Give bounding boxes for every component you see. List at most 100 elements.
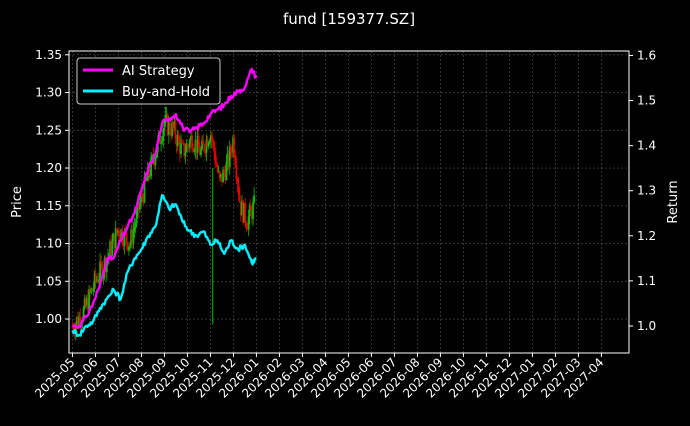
candle-body <box>202 140 205 145</box>
candle-body <box>248 205 251 217</box>
candle-body <box>88 289 90 311</box>
candle-body <box>112 234 115 241</box>
candle-body <box>135 210 138 224</box>
candle-body <box>105 260 108 273</box>
candle-body <box>74 324 77 334</box>
candle-body <box>116 230 119 233</box>
candle-body <box>198 147 201 155</box>
candle-body <box>97 279 99 283</box>
y-right-tick-label: 1.2 <box>637 229 656 243</box>
y-left-tick-label: 1.05 <box>35 274 62 288</box>
y-right-tick-label: 1.1 <box>637 274 656 288</box>
candle-body <box>175 138 178 147</box>
candle-body <box>211 135 213 141</box>
candle-body <box>100 261 103 265</box>
y-left-tick-label: 1.15 <box>35 199 62 213</box>
candle-body <box>119 235 121 239</box>
candle-body <box>92 288 95 291</box>
left-axis: 1.00 1.05 1.10 1.15 1.20 1.25 1.30 1.35 <box>35 48 69 326</box>
candle-body <box>151 155 154 158</box>
candle-body <box>132 230 135 243</box>
y-right-tick-label: 1.6 <box>637 49 656 63</box>
candle-body <box>126 242 129 251</box>
candle-body <box>200 149 202 155</box>
candle-body <box>219 174 222 178</box>
candle-body <box>188 139 191 148</box>
candle-body <box>143 177 146 203</box>
candle-body <box>225 161 228 181</box>
candle-body <box>183 143 186 157</box>
candle-body <box>89 289 92 293</box>
candle-body <box>131 229 134 243</box>
candle-body <box>244 202 247 223</box>
candle-body <box>77 317 79 326</box>
candle-body <box>245 222 248 228</box>
candle-body <box>196 135 199 153</box>
candle-body <box>234 154 237 166</box>
candle-body <box>114 228 117 249</box>
candle-body <box>82 308 85 321</box>
candle-body <box>249 205 252 210</box>
right-axis: 1.0 1.1 1.2 1.3 1.4 1.5 1.6 <box>629 49 656 333</box>
candle-body <box>246 227 249 230</box>
candle-body <box>193 150 196 152</box>
candle-body <box>215 164 218 166</box>
candle-body <box>134 223 137 227</box>
y-left-tick-label: 1.10 <box>35 237 62 251</box>
candle-body <box>72 326 75 331</box>
candle-body <box>206 139 209 147</box>
candle-body <box>181 142 184 144</box>
chart-title: fund [159377.SZ] <box>283 10 415 28</box>
candle-body <box>149 176 151 178</box>
candle-layer <box>71 106 256 341</box>
candle-body <box>154 157 157 165</box>
candle-body <box>129 244 131 247</box>
candle-body <box>141 193 144 197</box>
candle-body <box>103 257 106 272</box>
candle-body <box>180 142 182 154</box>
candle-body <box>139 202 141 210</box>
y-right-tick-label: 1.3 <box>637 184 656 198</box>
candle-body <box>84 298 87 306</box>
candle-body <box>232 137 234 153</box>
candle-body <box>195 139 198 153</box>
candle-body <box>111 240 114 256</box>
legend-label-ai-strategy: AI Strategy <box>122 64 195 79</box>
candle-body <box>142 196 145 203</box>
candle-body <box>237 183 240 195</box>
grid-layer <box>69 51 629 353</box>
candle-body <box>235 165 238 179</box>
y-axis-label-left: Price <box>10 186 25 218</box>
candle-body <box>243 202 246 223</box>
candle-body <box>194 139 197 151</box>
candle-body <box>231 152 233 154</box>
candle-body <box>75 317 78 325</box>
candle-body <box>90 288 93 293</box>
candle-body <box>241 200 243 216</box>
candle-body <box>214 152 217 165</box>
y-left-tick-label: 1.30 <box>35 86 62 100</box>
y-left-tick-label: 1.00 <box>35 312 62 326</box>
candle-body <box>177 134 180 141</box>
y-left-tick-label: 1.20 <box>35 161 62 175</box>
candle-body <box>207 142 210 147</box>
candle-body <box>120 229 123 239</box>
candle-body <box>113 234 116 249</box>
candle-body <box>155 152 158 158</box>
legend-label-buy-and-hold: Buy-and-Hold <box>122 85 210 100</box>
candle-body <box>176 134 179 147</box>
candle-body <box>93 273 96 289</box>
candle-body <box>123 230 126 247</box>
candle-body <box>170 132 172 136</box>
candle-body <box>212 140 215 142</box>
candle-body <box>208 140 211 143</box>
candle-body <box>226 153 229 162</box>
candle-body <box>145 180 148 182</box>
candle-body <box>172 122 175 129</box>
candle-body <box>238 194 241 203</box>
y-axis-label-right: Return <box>666 180 681 223</box>
candle-body <box>98 279 100 283</box>
candle-body <box>109 241 112 254</box>
candle-body <box>85 297 88 306</box>
